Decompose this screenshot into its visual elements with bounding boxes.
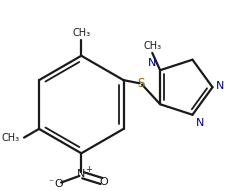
Text: N: N — [77, 169, 86, 179]
Text: ⁻: ⁻ — [48, 179, 53, 189]
Text: CH₃: CH₃ — [1, 133, 19, 142]
Text: N: N — [216, 81, 225, 91]
Text: O: O — [99, 177, 108, 187]
Text: CH₃: CH₃ — [143, 41, 161, 51]
Text: O: O — [54, 179, 63, 189]
Text: S: S — [137, 77, 145, 90]
Text: CH₃: CH₃ — [72, 28, 90, 37]
Text: +: + — [85, 165, 92, 174]
Text: N: N — [196, 118, 204, 128]
Text: N: N — [148, 58, 156, 68]
